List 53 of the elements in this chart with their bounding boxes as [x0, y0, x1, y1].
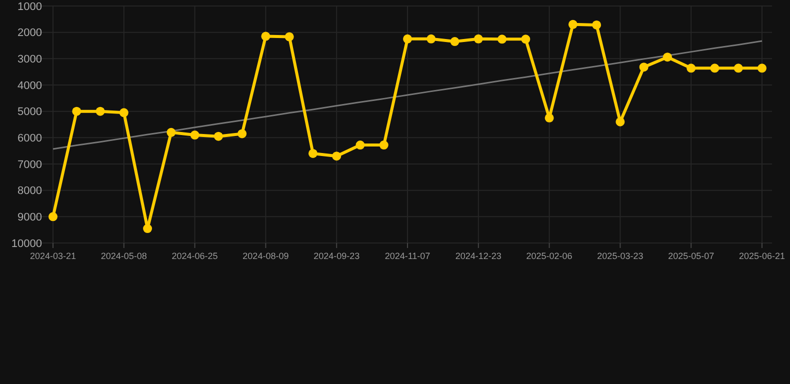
point — [498, 34, 507, 44]
point — [568, 20, 578, 29]
x-tick-label: 2024-12-23 — [455, 251, 502, 261]
x-tick-label: 2025-05-07 — [668, 251, 714, 261]
x-tick-label: 2025-06-21 — [738, 251, 786, 261]
point — [284, 32, 294, 42]
y-tick-label: 6000 — [18, 132, 42, 145]
line-series — [52, 40, 763, 150]
point — [474, 34, 483, 44]
point — [639, 62, 648, 72]
point — [190, 130, 200, 140]
y-tick-label: 5000 — [18, 106, 42, 118]
point — [403, 34, 412, 44]
x-tick-label: 2024-11-07 — [384, 251, 430, 261]
point — [734, 64, 743, 73]
x-tick-label: 2024-08-09 — [242, 251, 289, 261]
y-tick-label: 2000 — [18, 27, 42, 40]
y-tick-label: 4000 — [18, 80, 42, 92]
point — [72, 106, 82, 116]
point — [308, 148, 318, 158]
point — [710, 64, 720, 73]
point — [686, 64, 696, 73]
point — [450, 37, 460, 46]
x-tick-label: 2024-06-25 — [172, 251, 218, 261]
x-tick-label: 2024-09-23 — [314, 251, 360, 261]
point — [426, 34, 436, 44]
point — [119, 108, 128, 118]
point — [143, 224, 152, 234]
y-tick-label: 10000 — [11, 238, 42, 250]
point — [166, 128, 176, 137]
y-tick-label: 9000 — [18, 212, 42, 224]
point — [96, 106, 105, 116]
point — [238, 129, 247, 138]
x-tick-label: 2025-03-23 — [597, 251, 644, 261]
point — [758, 64, 766, 73]
point — [521, 34, 530, 44]
point — [544, 113, 554, 122]
point — [662, 52, 672, 62]
y-tick-label: 8000 — [18, 185, 42, 198]
point — [592, 20, 602, 30]
point — [261, 32, 270, 41]
point — [214, 132, 223, 141]
point — [332, 152, 342, 161]
y-tick-label: 1000 — [18, 0, 42, 13]
x-tick-label: 2024-05-08 — [100, 251, 147, 261]
point — [379, 140, 388, 150]
x-tick-label: 2024-03-21 — [30, 251, 76, 261]
y-tick-label: 3000 — [18, 54, 42, 66]
point — [356, 140, 365, 150]
x-tick-label: 2025-02-06 — [526, 251, 572, 261]
point — [616, 117, 625, 126]
point — [48, 212, 58, 222]
y-tick-label: 7000 — [18, 158, 42, 171]
